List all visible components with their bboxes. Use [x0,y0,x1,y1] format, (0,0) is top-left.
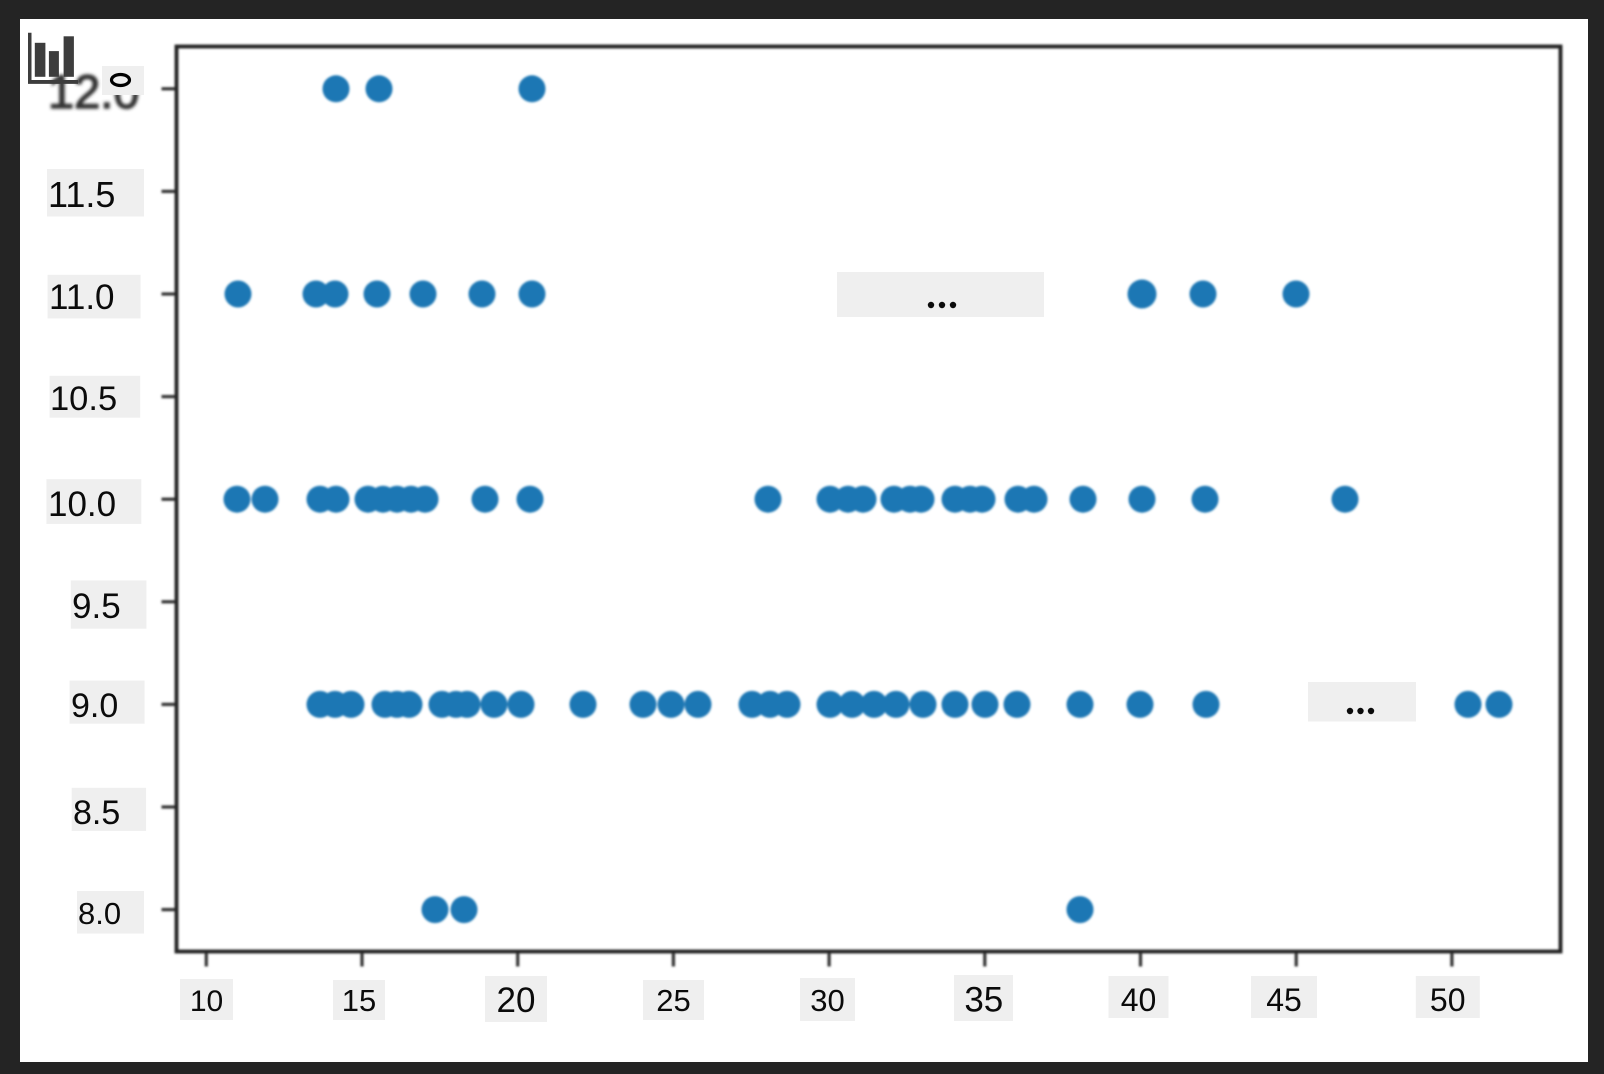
svg-text:15: 15 [342,983,376,1018]
svg-text:20: 20 [497,981,536,1020]
svg-text:9.5: 9.5 [72,587,121,626]
svg-text:10.5: 10.5 [50,380,117,418]
svg-text:11.5: 11.5 [48,174,115,215]
svg-text:30: 30 [810,983,844,1018]
svg-text:10: 10 [190,985,223,1018]
svg-text:10.0: 10.0 [48,485,116,524]
svg-text:8.0: 8.0 [78,896,121,931]
svg-text:8.5: 8.5 [73,794,120,832]
svg-text:25: 25 [656,983,690,1018]
svg-text:11.0: 11.0 [49,278,115,317]
svg-text:40: 40 [1121,982,1157,1018]
svg-text:50: 50 [1430,982,1466,1018]
svg-text:35: 35 [964,981,1003,1020]
svg-text:9.0: 9.0 [71,687,118,725]
svg-text:45: 45 [1266,982,1302,1018]
